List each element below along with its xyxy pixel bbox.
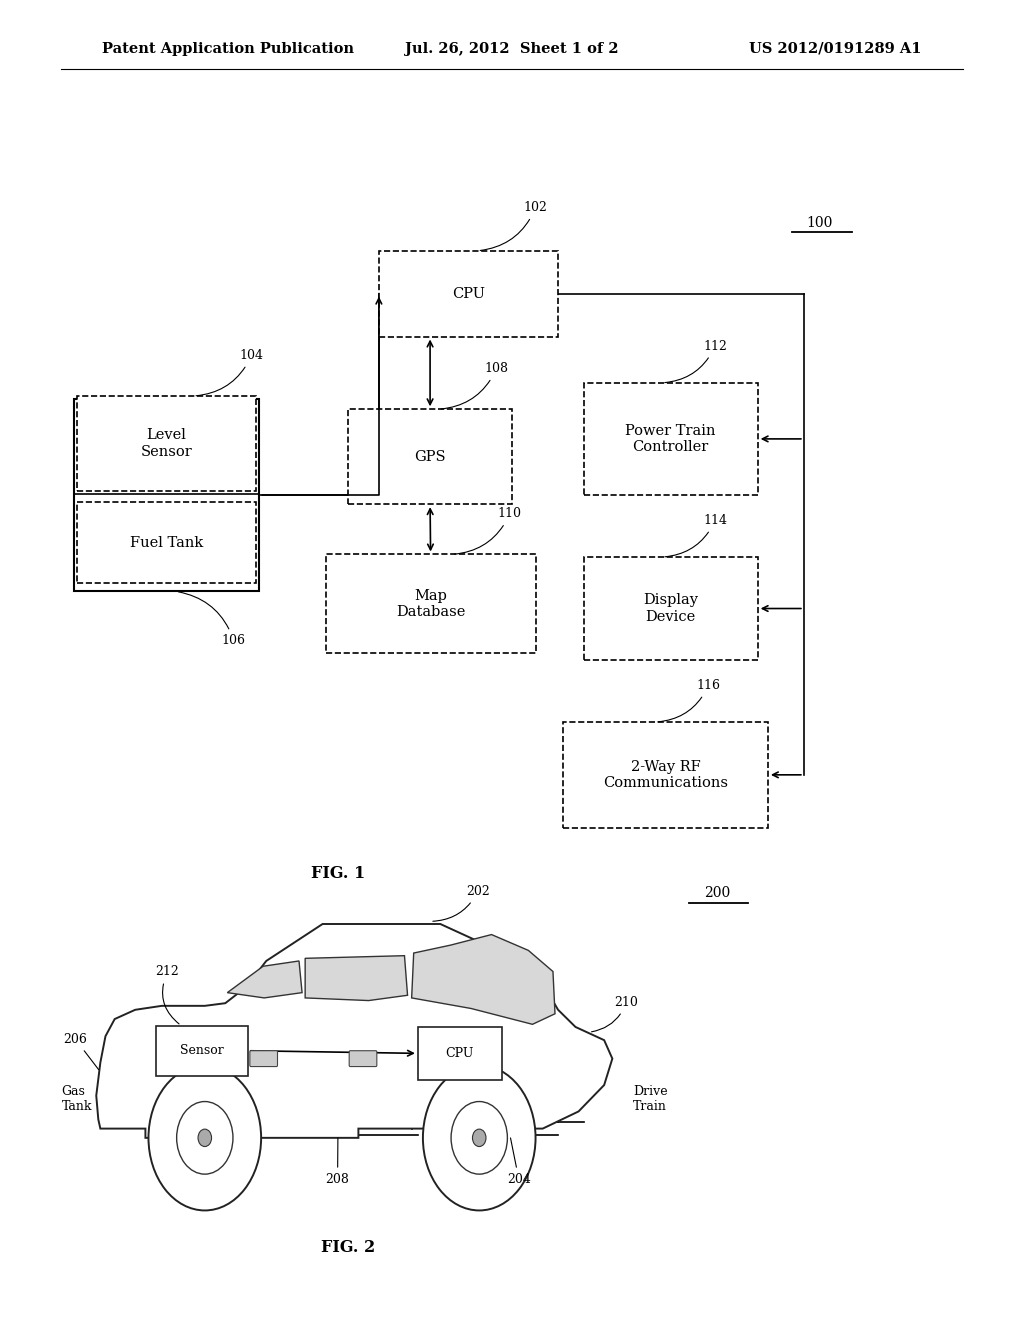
Text: Power Train
Controller: Power Train Controller (626, 424, 716, 454)
Text: Gas
Tank: Gas Tank (61, 1085, 92, 1113)
FancyBboxPatch shape (326, 554, 536, 653)
Text: 104: 104 (196, 348, 263, 396)
FancyBboxPatch shape (77, 502, 256, 583)
Text: Sensor: Sensor (180, 1044, 223, 1057)
Text: 114: 114 (665, 513, 727, 557)
Polygon shape (227, 961, 302, 998)
Text: 106: 106 (178, 591, 246, 647)
Text: 108: 108 (441, 362, 508, 409)
FancyBboxPatch shape (250, 1051, 278, 1067)
FancyBboxPatch shape (156, 1026, 248, 1076)
Text: Level
Sensor: Level Sensor (140, 429, 193, 458)
FancyBboxPatch shape (584, 383, 758, 495)
FancyBboxPatch shape (455, 1051, 482, 1067)
Text: 206: 206 (63, 1032, 98, 1069)
Text: 112: 112 (665, 339, 727, 383)
Text: 200: 200 (703, 886, 730, 900)
Polygon shape (412, 935, 555, 1024)
Text: 202: 202 (433, 884, 489, 921)
FancyBboxPatch shape (418, 1027, 502, 1080)
FancyBboxPatch shape (348, 409, 512, 504)
Circle shape (177, 1101, 233, 1175)
Circle shape (423, 1065, 536, 1210)
Text: 100: 100 (806, 215, 833, 230)
Text: CPU: CPU (445, 1047, 474, 1060)
Text: Display
Device: Display Device (643, 594, 698, 623)
Text: Patent Application Publication: Patent Application Publication (102, 42, 354, 55)
Text: Fuel Tank: Fuel Tank (130, 536, 203, 549)
Text: 102: 102 (480, 201, 548, 251)
FancyBboxPatch shape (563, 722, 768, 828)
Text: 208: 208 (326, 1138, 349, 1185)
Polygon shape (305, 956, 408, 1001)
Text: GPS: GPS (415, 450, 445, 463)
FancyBboxPatch shape (77, 396, 256, 491)
Text: FIG. 1: FIG. 1 (311, 866, 365, 882)
Text: 210: 210 (592, 995, 638, 1032)
Circle shape (198, 1129, 212, 1147)
Circle shape (148, 1065, 261, 1210)
Circle shape (472, 1129, 486, 1147)
Text: 116: 116 (658, 678, 720, 722)
Text: US 2012/0191289 A1: US 2012/0191289 A1 (750, 42, 922, 55)
FancyBboxPatch shape (379, 251, 558, 337)
Text: Map
Database: Map Database (396, 589, 465, 619)
Polygon shape (96, 924, 612, 1138)
Text: Drive
Train: Drive Train (633, 1085, 668, 1113)
Circle shape (451, 1101, 508, 1175)
FancyBboxPatch shape (349, 1051, 377, 1067)
Text: 2-Way RF
Communications: 2-Way RF Communications (603, 760, 728, 789)
FancyBboxPatch shape (584, 557, 758, 660)
Text: Jul. 26, 2012  Sheet 1 of 2: Jul. 26, 2012 Sheet 1 of 2 (406, 42, 618, 55)
Text: 212: 212 (156, 965, 179, 1024)
Text: 110: 110 (455, 507, 521, 554)
Text: CPU: CPU (452, 286, 485, 301)
Text: FIG. 2: FIG. 2 (322, 1239, 375, 1255)
Text: 204: 204 (507, 1138, 530, 1185)
